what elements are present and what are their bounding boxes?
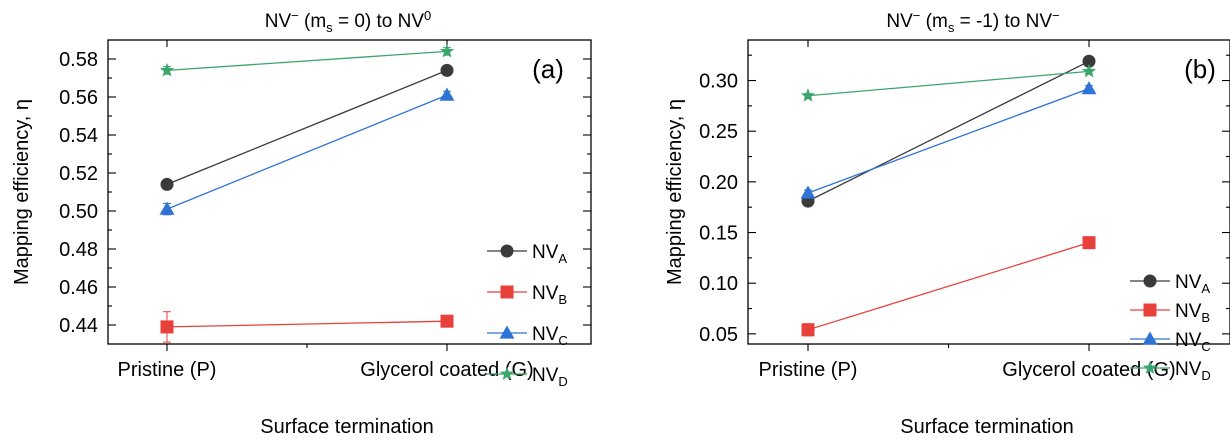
- data-point: [440, 314, 454, 328]
- y-tick-label: 0.52: [59, 163, 98, 185]
- data-point: [160, 320, 174, 334]
- legend-entry-nvb: NVB: [487, 283, 567, 307]
- series-nvd: [800, 63, 1097, 102]
- series-line: [807, 70, 1090, 97]
- chart-panel-b: 0.05 0.10 0.15 0.20 0.25 0.30 Pristine (P) Glyc…: [664, 8, 1230, 438]
- legend-marker: [1143, 303, 1157, 317]
- y-axis-title: Mapping efficiency, η: [11, 99, 33, 285]
- x-tick-label: Pristine (P): [759, 359, 858, 381]
- series-line: [807, 60, 1090, 202]
- legend-marker: [500, 285, 514, 299]
- y-tick-label: 0.56: [59, 87, 98, 109]
- series-nvb: [801, 236, 1096, 337]
- data-point: [801, 323, 815, 337]
- legend-label: NVB: [532, 283, 567, 307]
- chart-title: NV− (ms = -1) to NV−: [886, 8, 1059, 35]
- data-point: [800, 88, 816, 102]
- chart-panel-a: 0.44 0.46 0.48 0.50 0.52 0.54 0.56 0.58 Pristine…: [11, 8, 592, 438]
- legend-label: NVD: [532, 365, 568, 389]
- plot-frame: [107, 39, 592, 345]
- series-nvb: [160, 311, 454, 343]
- data-point: [159, 201, 175, 215]
- y-tick-label: 0.46: [59, 277, 98, 299]
- chart-title: NV− (ms = 0) to NV0: [265, 8, 432, 35]
- y-tick-label: 0.05: [699, 324, 738, 346]
- series-nvc: [800, 81, 1097, 199]
- panel-label: (b): [1184, 54, 1216, 84]
- data-point: [1081, 81, 1097, 95]
- data-point: [800, 185, 816, 199]
- data-point: [1081, 63, 1097, 78]
- y-tick-label: 0.15: [699, 223, 738, 245]
- legend-label: NVB: [1175, 301, 1210, 325]
- y-tick-label: 0.30: [699, 71, 738, 93]
- legend-label: NVC: [1175, 330, 1211, 354]
- series-nva: [160, 63, 454, 191]
- series-line: [166, 50, 448, 72]
- series-line: [807, 242, 1090, 331]
- legend-entry-nvc: NVC: [1130, 330, 1211, 354]
- y-axis-title: Mapping efficiency, η: [664, 99, 686, 285]
- panel-label: (a): [532, 54, 564, 84]
- y-tick-label: 0.58: [59, 49, 98, 71]
- legend-marker: [500, 244, 514, 258]
- series-nvd: [159, 43, 455, 77]
- legend-label: NVC: [532, 324, 568, 348]
- x-axis-title: Surface termination: [260, 416, 433, 438]
- legend-entry-nvd: NVD: [1130, 359, 1211, 383]
- x-tick-label: Glycerol coated (G): [1002, 359, 1175, 381]
- data-point: [160, 177, 174, 191]
- series-nva: [801, 54, 1096, 208]
- legend-entry-nva: NVA: [1130, 272, 1210, 296]
- legend-marker: [499, 325, 515, 339]
- legend-entry-nvc: NVC: [487, 324, 568, 348]
- data-point: [439, 43, 455, 58]
- x-axis-title: Surface termination: [900, 416, 1073, 438]
- y-tick-label: 0.44: [59, 315, 98, 337]
- series-line: [166, 94, 448, 210]
- data-point: [159, 62, 175, 77]
- x-tick-label: Glycerol coated (G): [360, 359, 533, 381]
- x-tick-label: Pristine (P): [118, 359, 217, 381]
- series-nvc: [159, 87, 455, 216]
- series-line: [166, 320, 448, 328]
- legend-marker: [499, 366, 515, 381]
- legend-label: NVA: [532, 242, 567, 266]
- y-tick-label: 0.25: [699, 121, 738, 143]
- y-tick-label: 0.20: [699, 172, 738, 194]
- data-point: [440, 63, 454, 77]
- legend-entry-nvb: NVB: [1130, 301, 1210, 325]
- legend-marker: [1143, 274, 1157, 288]
- legend-label: NVA: [1175, 272, 1210, 296]
- legend-entry-nva: NVA: [487, 242, 567, 266]
- legend-entry-nvd: NVD: [487, 365, 568, 389]
- data-point: [1082, 236, 1096, 250]
- y-tick-label: 0.10: [699, 273, 738, 295]
- series-line: [807, 88, 1090, 194]
- legend-marker: [1142, 331, 1158, 345]
- legend-label: NVD: [1175, 359, 1211, 383]
- series-line: [166, 69, 448, 186]
- y-tick-label: 0.48: [59, 239, 98, 261]
- y-tick-label: 0.50: [59, 201, 98, 223]
- data-point: [1082, 54, 1096, 68]
- y-tick-label: 0.54: [59, 125, 98, 147]
- plot-frame: [747, 39, 1230, 345]
- legend-marker: [1142, 360, 1158, 375]
- data-point: [439, 87, 455, 101]
